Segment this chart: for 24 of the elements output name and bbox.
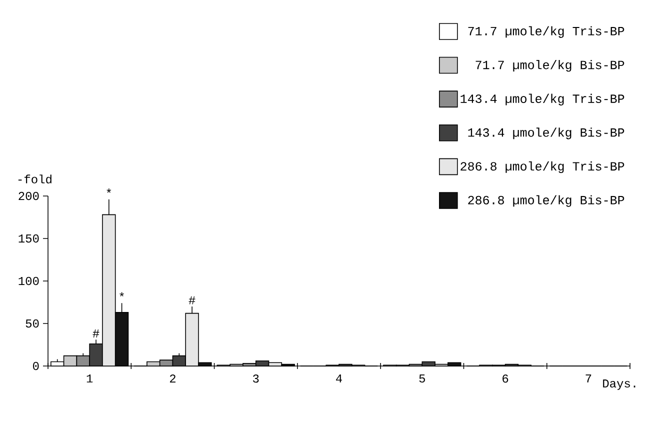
x-tick-label: 2 (170, 374, 176, 383)
legend-label: 143.4 µmole/kg Tris-BP (460, 94, 624, 106)
annotation: * (120, 292, 124, 296)
legend-label: 286.8 µmole/kg Bis-BP (468, 195, 624, 207)
y-tick-label: 200 (18, 192, 39, 200)
x-tick-label: 1 (86, 374, 93, 382)
y-tick-label: 0 (33, 362, 39, 370)
annotation: # (92, 330, 100, 338)
legend-label: 143.4 µmole/kg Bis-BP (468, 128, 624, 140)
y-tick-label: 100 (18, 276, 39, 286)
x-tick-label: 7 (586, 374, 592, 382)
y-tick-label: 50 (26, 319, 39, 328)
text: * (106, 188, 112, 193)
annotation: # (188, 296, 196, 304)
x-axis-title: Days. (603, 380, 636, 390)
y-axis-title: -fold (18, 174, 52, 184)
legend-label: 71.7 µmole/kg Bis-BP (476, 60, 624, 72)
x-tick-label: 5 (419, 374, 425, 383)
y-tick-label: 150 (18, 234, 39, 243)
x-tick-label: 4 (336, 374, 342, 382)
x-tick-label: 6 (502, 374, 508, 383)
legend-label: 286.8 µmole/kg Tris-BP (460, 161, 624, 174)
legend-label: 71.7 µmole/kg Tris-BP (468, 26, 624, 38)
x-tick-label: 3 (253, 374, 259, 383)
